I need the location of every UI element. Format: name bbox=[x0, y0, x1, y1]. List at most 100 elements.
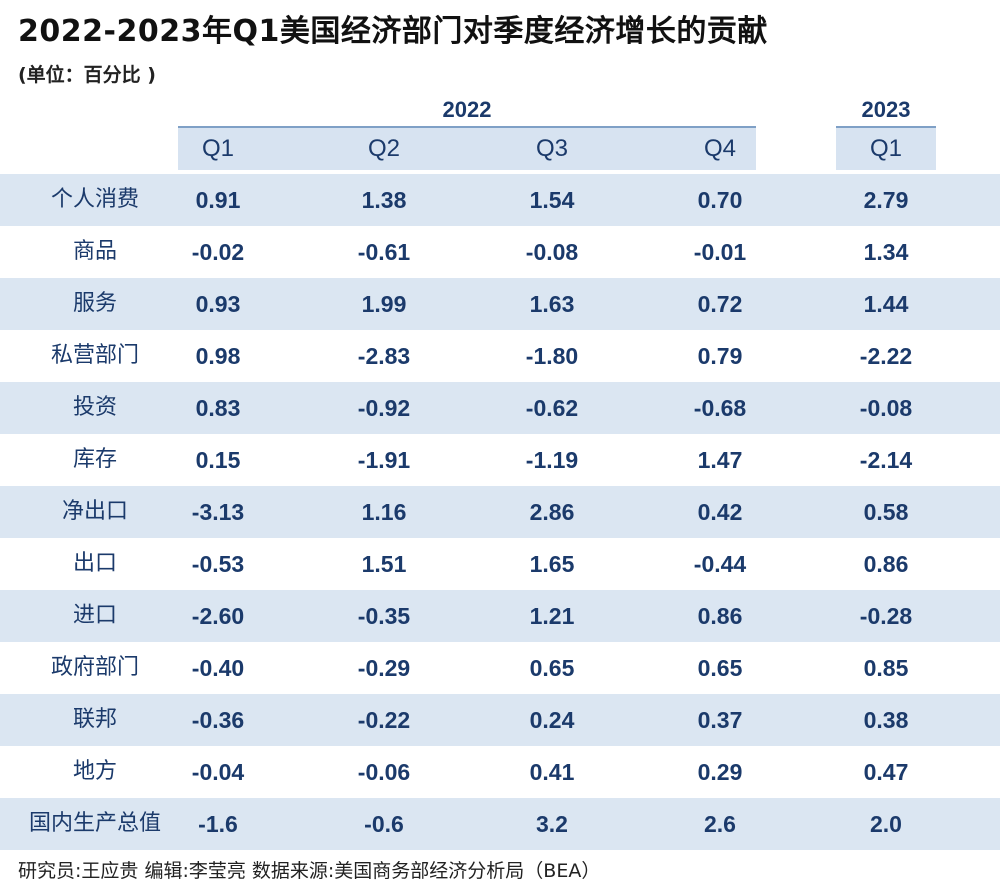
row-label: 地方 bbox=[72, 759, 117, 784]
table-cell: 0.38 bbox=[863, 707, 909, 733]
row-label: 库存 bbox=[72, 447, 117, 472]
row-label: 商品 bbox=[72, 239, 117, 264]
table-cell: 0.58 bbox=[863, 499, 909, 525]
table-cell: -1.91 bbox=[357, 447, 411, 473]
table-row: 政府部门 -0.40 -0.29 0.65 0.65 0.85 bbox=[0, 642, 1000, 694]
table-cell: 2.6 bbox=[704, 811, 736, 837]
table-cell: 1.51 bbox=[361, 551, 407, 577]
page-title: 2022-2023年Q1美国经济部门对季度经济增长的贡献 bbox=[18, 14, 768, 49]
table-cell: 0.41 bbox=[529, 759, 575, 785]
table-cell: -0.08 bbox=[859, 395, 913, 421]
row-label: 服务 bbox=[72, 291, 117, 316]
table-row: 地方 -0.04 -0.06 0.41 0.29 0.47 bbox=[0, 746, 1000, 798]
table-cell: -0.04 bbox=[191, 759, 245, 785]
table-cell: -2.83 bbox=[357, 343, 411, 369]
quarter-header-band-2022 bbox=[178, 128, 756, 170]
table-cell: 2.0 bbox=[870, 811, 902, 837]
quarter-label-2022-q1: Q1 bbox=[201, 135, 234, 162]
row-label: 个人消费 bbox=[50, 187, 139, 212]
row-label: 私营部门 bbox=[50, 343, 139, 368]
quarter-label-2022-q3: Q3 bbox=[535, 135, 568, 162]
table-cell: -0.08 bbox=[525, 239, 579, 265]
table-cell: 0.83 bbox=[195, 395, 241, 421]
table-cell: -0.06 bbox=[357, 759, 411, 785]
table-row: 出口 -0.53 1.51 1.65 -0.44 0.86 bbox=[0, 538, 1000, 590]
unit-label: (单位：百分比 ) bbox=[18, 64, 156, 86]
table-cell: 0.65 bbox=[697, 655, 743, 681]
table-cell: -0.92 bbox=[357, 395, 411, 421]
quarter-label-2023-q1: Q1 bbox=[869, 135, 902, 162]
table-cell: 1.54 bbox=[529, 187, 575, 213]
table-cell: -0.02 bbox=[191, 239, 245, 265]
table-cell: 1.65 bbox=[529, 551, 575, 577]
table-cell: -0.6 bbox=[364, 811, 404, 837]
table-cell: 0.91 bbox=[195, 187, 241, 213]
table-cell: 1.99 bbox=[361, 291, 407, 317]
row-label: 政府部门 bbox=[50, 655, 139, 680]
year-header-2022: 2022 bbox=[442, 97, 492, 122]
table-cell: 0.86 bbox=[863, 551, 909, 577]
table-cell: -2.22 bbox=[859, 343, 913, 369]
table-cell: 0.29 bbox=[697, 759, 743, 785]
table-cell: -1.80 bbox=[525, 343, 579, 369]
table-cell: 2.79 bbox=[863, 187, 909, 213]
table-cell: -2.60 bbox=[191, 603, 245, 629]
table-cell: 1.38 bbox=[361, 187, 407, 213]
table-cell: 1.63 bbox=[529, 291, 575, 317]
table-cell: -0.68 bbox=[693, 395, 747, 421]
footer-credits: 研究员:王应贵 编辑:李莹亮 数据来源:美国商务部经济分析局（BEA） bbox=[18, 860, 601, 882]
table-cell: 0.93 bbox=[195, 291, 241, 317]
table-row: 投资 0.83 -0.92 -0.62 -0.68 -0.08 bbox=[0, 382, 1000, 434]
table-cell: 0.47 bbox=[863, 759, 909, 785]
year-header-2023: 2023 bbox=[861, 97, 911, 122]
table-cell: -1.6 bbox=[198, 811, 238, 837]
table-cell: 0.86 bbox=[697, 603, 743, 629]
table-row: 进口 -2.60 -0.35 1.21 0.86 -0.28 bbox=[0, 590, 1000, 642]
table-cell: 1.44 bbox=[863, 291, 909, 317]
table-cell: -0.01 bbox=[693, 239, 747, 265]
table-row: 联邦 -0.36 -0.22 0.24 0.37 0.38 bbox=[0, 694, 1000, 746]
table-row: 国内生产总值 -1.6 -0.6 3.2 2.6 2.0 bbox=[0, 798, 1000, 850]
year-rule-2022 bbox=[178, 126, 756, 128]
row-label: 联邦 bbox=[72, 707, 117, 732]
table-cell: -1.19 bbox=[525, 447, 579, 473]
table-cell: -2.14 bbox=[859, 447, 913, 473]
table-cell: 0.15 bbox=[195, 447, 241, 473]
table-row: 个人消费 0.91 1.38 1.54 0.70 2.79 bbox=[0, 174, 1000, 226]
year-rule-2023 bbox=[836, 126, 936, 128]
table-cell: 0.24 bbox=[529, 707, 575, 733]
table-row: 私营部门 0.98 -2.83 -1.80 0.79 -2.22 bbox=[0, 330, 1000, 382]
table-cell: -0.44 bbox=[693, 551, 747, 577]
table-cell: 0.72 bbox=[697, 291, 743, 317]
table-cell: -0.40 bbox=[191, 655, 245, 681]
table-cell: 3.2 bbox=[536, 811, 568, 837]
quarter-label-2022-q2: Q2 bbox=[367, 135, 400, 162]
table-cell: 0.42 bbox=[697, 499, 743, 525]
quarter-header-band-2023 bbox=[836, 128, 936, 170]
table-cell: 1.34 bbox=[863, 239, 909, 265]
table-cell: 0.79 bbox=[697, 343, 743, 369]
table-cell: 1.21 bbox=[529, 603, 575, 629]
row-label: 进口 bbox=[72, 603, 117, 628]
table-cell: -0.35 bbox=[357, 603, 411, 629]
table-cell: 0.70 bbox=[697, 187, 743, 213]
table-cell: -0.61 bbox=[357, 239, 411, 265]
table-cell: -0.29 bbox=[357, 655, 411, 681]
table-row: 商品 -0.02 -0.61 -0.08 -0.01 1.34 bbox=[0, 226, 1000, 278]
table-cell: 1.47 bbox=[697, 447, 743, 473]
table-cell: -3.13 bbox=[191, 499, 245, 525]
table-cell: 0.37 bbox=[697, 707, 743, 733]
row-label: 国内生产总值 bbox=[28, 811, 161, 836]
row-label: 出口 bbox=[72, 551, 117, 576]
table-cell: -0.36 bbox=[191, 707, 245, 733]
table-cell: -0.62 bbox=[525, 395, 579, 421]
table-cell: 0.85 bbox=[863, 655, 909, 681]
table-cell: 1.16 bbox=[361, 499, 407, 525]
quarter-label-2022-q4: Q4 bbox=[703, 135, 736, 162]
table-row: 库存 0.15 -1.91 -1.19 1.47 -2.14 bbox=[0, 434, 1000, 486]
table-cell: 0.65 bbox=[529, 655, 575, 681]
table-cell: -0.53 bbox=[191, 551, 245, 577]
row-label: 投资 bbox=[72, 395, 117, 420]
table-cell: -0.22 bbox=[357, 707, 411, 733]
row-label: 净出口 bbox=[61, 499, 128, 524]
